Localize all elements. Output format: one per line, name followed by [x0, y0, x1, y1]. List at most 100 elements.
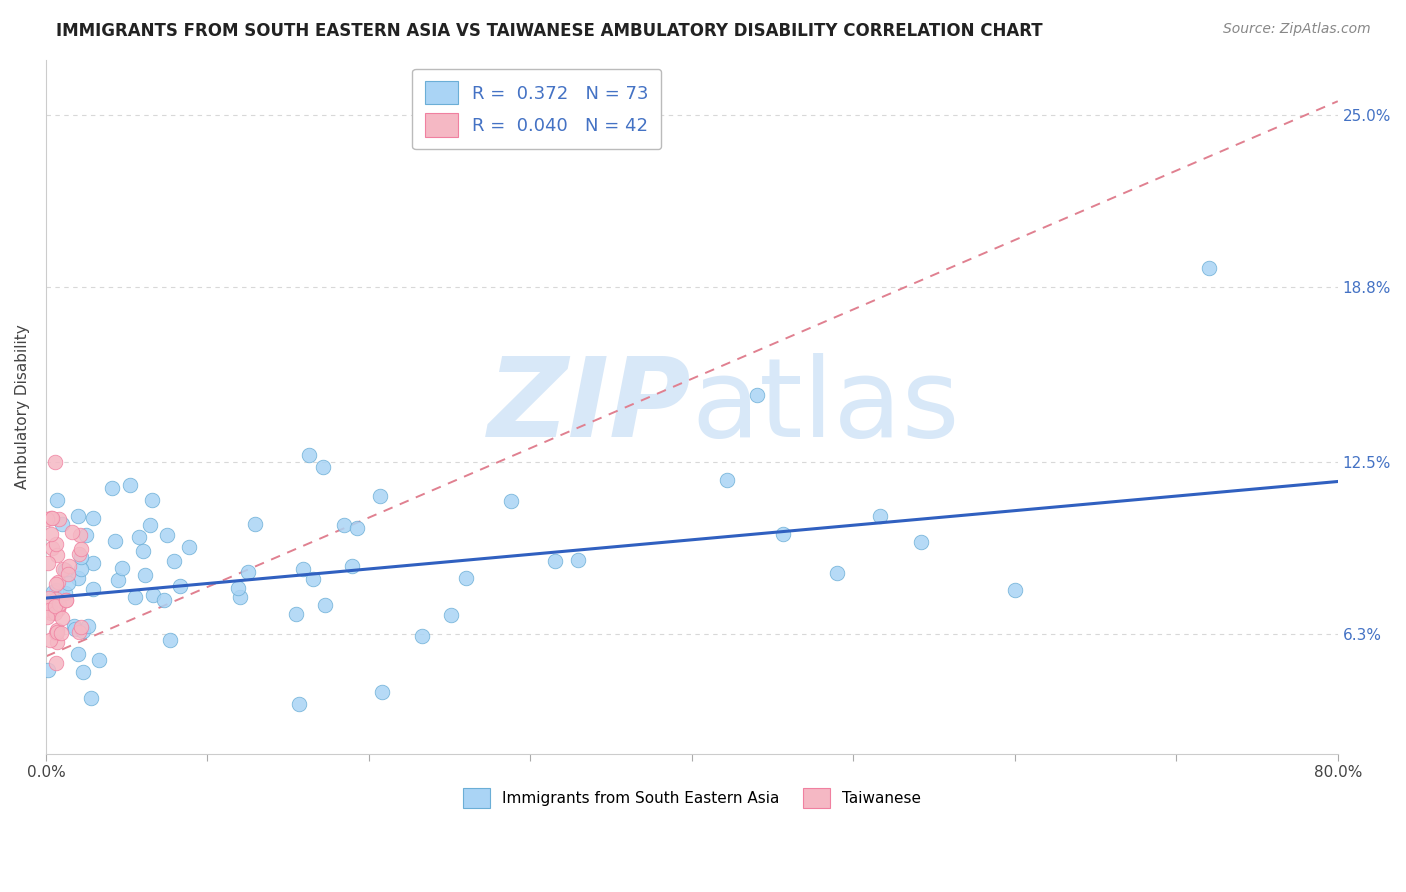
Point — [67, 647, 90, 661]
Text: IMMIGRANTS FROM SOUTH EASTERN ASIA VS TAIWANESE AMBULATORY DISABILITY CORRELATIO: IMMIGRANTS FROM SOUTH EASTERN ASIA VS TA… — [56, 22, 1043, 40]
Point — [287, 697, 309, 711]
Point — [72, 624, 94, 638]
Point — [226, 581, 249, 595]
Point — [104, 534, 127, 549]
Point — [67, 547, 90, 561]
Point — [118, 477, 141, 491]
Point — [110, 561, 132, 575]
Point — [39, 632, 62, 647]
Point — [37, 557, 59, 571]
Point — [45, 591, 67, 606]
Point — [46, 625, 69, 640]
Point — [67, 509, 90, 524]
Point — [48, 598, 70, 612]
Point — [910, 534, 932, 549]
Point — [35, 609, 58, 624]
Point — [82, 556, 104, 570]
Point — [44, 606, 66, 620]
Point — [169, 579, 191, 593]
Point — [134, 568, 156, 582]
Point — [56, 567, 79, 582]
Point — [236, 565, 259, 579]
Point — [58, 558, 80, 573]
Point — [41, 585, 63, 599]
Point — [346, 521, 368, 535]
Point — [46, 548, 69, 562]
Point — [292, 562, 315, 576]
Point — [716, 473, 738, 487]
Point — [298, 448, 321, 462]
Point — [72, 665, 94, 679]
Point — [48, 602, 70, 616]
Point — [153, 592, 176, 607]
Point — [314, 599, 336, 613]
Point — [37, 663, 59, 677]
Point — [411, 629, 433, 643]
Point — [332, 517, 354, 532]
Point — [229, 590, 252, 604]
Point — [440, 608, 463, 623]
Point — [51, 611, 73, 625]
Point — [51, 517, 73, 532]
Point — [44, 455, 66, 469]
Point — [53, 586, 76, 600]
Point — [53, 563, 76, 577]
Point — [45, 537, 67, 551]
Point — [70, 562, 93, 576]
Point — [312, 460, 335, 475]
Point — [159, 633, 181, 648]
Point — [284, 607, 307, 621]
Point — [67, 624, 90, 639]
Point — [141, 492, 163, 507]
Text: Source: ZipAtlas.com: Source: ZipAtlas.com — [1223, 22, 1371, 37]
Point — [80, 691, 103, 706]
Point — [48, 597, 70, 611]
Point — [245, 516, 267, 531]
Point — [45, 577, 67, 591]
Point — [179, 540, 201, 554]
Point — [75, 528, 97, 542]
Point — [38, 603, 60, 617]
Point — [46, 575, 69, 590]
Point — [46, 492, 69, 507]
Point — [55, 593, 77, 607]
Point — [63, 619, 86, 633]
Point — [51, 562, 73, 576]
Point — [45, 656, 67, 670]
Point — [340, 558, 363, 573]
Point — [82, 582, 104, 597]
Point — [51, 626, 73, 640]
Point — [142, 588, 165, 602]
Point — [67, 571, 90, 585]
Point — [456, 571, 478, 585]
Point — [124, 590, 146, 604]
Point — [38, 591, 60, 605]
Point — [163, 554, 186, 568]
Point — [39, 510, 62, 524]
Point — [44, 599, 66, 614]
Y-axis label: Ambulatory Disability: Ambulatory Disability — [15, 324, 30, 489]
Point — [35, 598, 58, 612]
Point — [35, 512, 58, 526]
Point — [1198, 260, 1220, 275]
Text: atlas: atlas — [692, 353, 960, 460]
Text: ZIP: ZIP — [488, 353, 692, 460]
Point — [55, 593, 77, 607]
Point — [45, 582, 67, 597]
Point — [41, 510, 63, 524]
Point — [156, 527, 179, 541]
Point — [1004, 582, 1026, 597]
Point — [869, 509, 891, 524]
Point — [60, 525, 83, 540]
Point — [371, 685, 394, 699]
Point — [39, 527, 62, 541]
Point — [70, 550, 93, 565]
Point — [70, 542, 93, 557]
Point — [82, 511, 104, 525]
Point — [41, 541, 63, 556]
Point — [45, 625, 67, 640]
Point — [65, 622, 87, 636]
Point — [45, 635, 67, 649]
Point — [77, 618, 100, 632]
Point — [825, 566, 848, 580]
